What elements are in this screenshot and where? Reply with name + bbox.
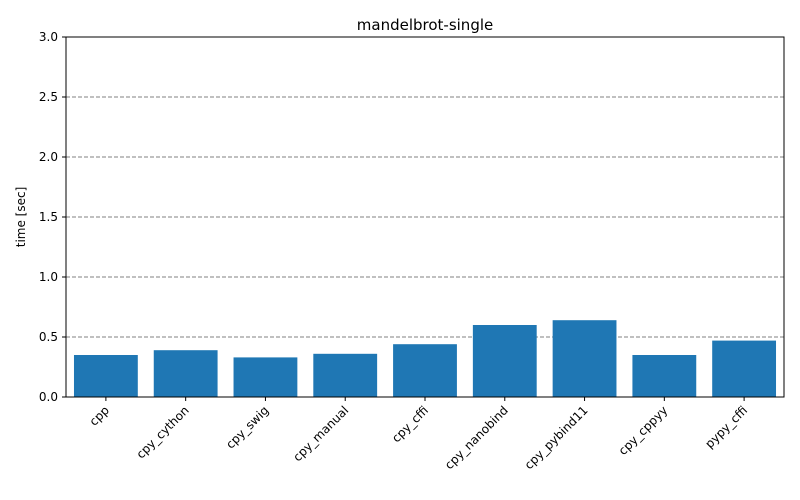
bar-cpy_cffi — [393, 344, 457, 397]
x-tick-label: cpy_cffi — [389, 403, 431, 445]
bar-cpy_manual — [313, 353, 378, 397]
bar-cpp — [73, 355, 138, 397]
y-tick-label: 1.5 — [39, 210, 58, 224]
y-tick-label: 0.5 — [39, 330, 58, 344]
x-tick-label: cpy_cython — [134, 403, 192, 461]
bar-pypy_cffi — [712, 340, 777, 397]
y-axis-label: time [sec] — [14, 187, 28, 248]
x-tick-label: pypy_cffi — [702, 403, 750, 451]
x-tick-label: cpy_nanobind — [442, 403, 511, 472]
y-tick-label: 3.0 — [39, 30, 58, 44]
y-axis-ticks: 0.0 0.5 1.0 1.5 2.0 2.5 3.0 — [39, 30, 66, 404]
plot-area-frame — [65, 36, 785, 398]
y-tick-label: 1.0 — [39, 270, 58, 284]
chart-title: mandelbrot-single — [357, 16, 493, 34]
y-tick-label: 0.0 — [39, 390, 58, 404]
x-axis-ticks: cpp cpy_cython cpy_swig cpy_manual cpy_cffi c… — [87, 397, 750, 472]
y-gridlines — [66, 96, 784, 338]
x-tick-label: cpy_pybind11 — [522, 403, 591, 472]
y-tick-label: 2.5 — [39, 90, 58, 104]
bar-cpy_nanobind — [472, 325, 537, 397]
y-tick-label: 2.0 — [39, 150, 58, 164]
x-tick-label: cpy_manual — [290, 403, 351, 464]
bar-cpy_swig — [233, 357, 298, 397]
bar-cpy_pybind11 — [552, 320, 617, 397]
bar-cpy_cppyy — [632, 355, 697, 397]
x-tick-label: cpy_swig — [223, 403, 271, 451]
x-tick-label: cpp — [87, 403, 112, 428]
bars-group — [73, 320, 777, 397]
x-tick-label: cpy_cppyy — [616, 403, 671, 458]
bar-cpy_cython — [153, 350, 218, 397]
